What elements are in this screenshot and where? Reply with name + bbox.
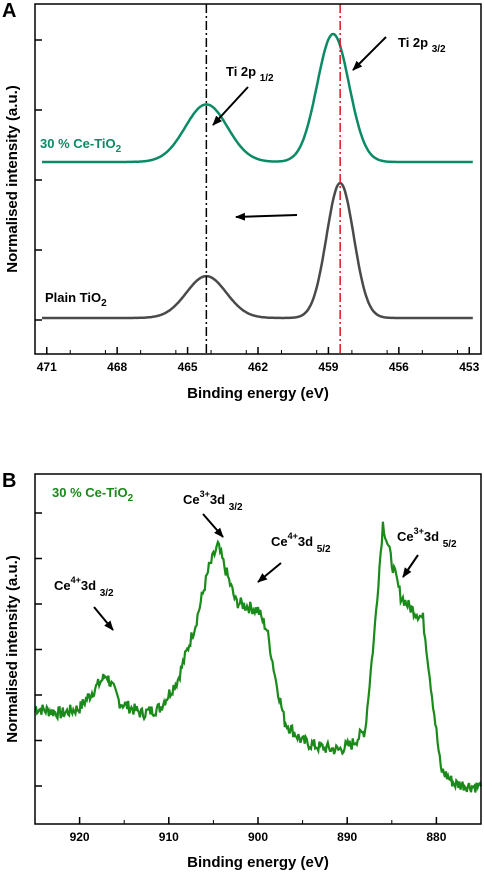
panel-a-ticks: 471 468 465 462 459 456 453 bbox=[35, 39, 480, 374]
panel-label-b: B bbox=[2, 470, 16, 492]
x-tick-label-a-4: 459 bbox=[318, 360, 338, 374]
series-line-ce-3d bbox=[34, 521, 483, 793]
shift-arrow bbox=[235, 212, 298, 221]
annotation-ce4-3d-5-2: Ce4+3d 5/2 bbox=[271, 531, 331, 555]
panel-a: A 471 468 465 462 459 456 453 Binding energy (… bbox=[2, 0, 482, 402]
annotation-arrow-ce3-3d-5-2 bbox=[402, 554, 419, 578]
x-tick-label-a-1: 468 bbox=[107, 360, 127, 374]
x-tick-label-a-2: 465 bbox=[178, 360, 198, 374]
series-label-ce-tio2-a: 30 % Ce-TiO2 bbox=[40, 136, 122, 155]
x-tick-label-a-5: 456 bbox=[389, 360, 409, 374]
annotation-ti-2p-3-2: Ti 2p 3/2 bbox=[398, 35, 446, 55]
annotation-ce3-3d-3-2: Ce3+3d 3/2 bbox=[183, 489, 243, 513]
annotation-ce4-3d-3-2: Ce4+3d 3/2 bbox=[54, 575, 114, 599]
x-tick-label-a-3: 462 bbox=[248, 360, 268, 374]
annotation-arrow-ce4-3d-5-2 bbox=[257, 562, 282, 583]
series-line-ce-tio2 bbox=[42, 32, 473, 164]
x-tick-label-b-3: 890 bbox=[337, 830, 357, 844]
annotation-arrow-ti-2p-1-2 bbox=[212, 86, 249, 126]
x-tick-label-a-6: 453 bbox=[459, 360, 479, 374]
series-line-plain-tio2 bbox=[42, 181, 473, 320]
annotation-ce3-3d-5-2: Ce3+3d 5/2 bbox=[397, 526, 457, 550]
panel-a-y-axis-title: Normalised intensity (a.u.) bbox=[4, 85, 21, 273]
annotation-arrow-ce3-3d-3-2 bbox=[202, 513, 224, 538]
x-tick-label-b-0: 920 bbox=[70, 830, 90, 844]
annotation-arrow-ti-2p-3-2 bbox=[352, 36, 387, 71]
annotation-arrow-ce4-3d-3-2 bbox=[93, 606, 114, 631]
panel-b-ticks: 920 910 900 890 880 bbox=[34, 512, 482, 844]
panel-b: B 920 910 900 890 880 Binding energy (eV) No… bbox=[2, 470, 483, 871]
x-tick-label-b-2: 900 bbox=[248, 830, 268, 844]
annotation-ti-2p-1-2: Ti 2p 1/2 bbox=[226, 64, 274, 84]
panel-a-x-axis-title: Binding energy (eV) bbox=[187, 385, 329, 402]
panel-a-series bbox=[42, 32, 473, 320]
panel-a-reference-lines bbox=[205, 4, 341, 354]
panel-b-x-axis-title: Binding energy (eV) bbox=[187, 854, 329, 871]
x-tick-label-b-1: 910 bbox=[159, 830, 179, 844]
panel-b-y-axis-title: Normalised intensity (a.u.) bbox=[4, 555, 21, 743]
series-label-plain-tio2: Plain TiO2 bbox=[45, 290, 107, 309]
x-tick-label-b-4: 880 bbox=[426, 830, 446, 844]
panel-label-a: A bbox=[2, 0, 16, 22]
panel-b-series bbox=[34, 521, 483, 793]
series-label-ce-tio2-b: 30 % Ce-TiO2 bbox=[52, 485, 134, 504]
x-tick-label-a-0: 471 bbox=[37, 360, 57, 374]
